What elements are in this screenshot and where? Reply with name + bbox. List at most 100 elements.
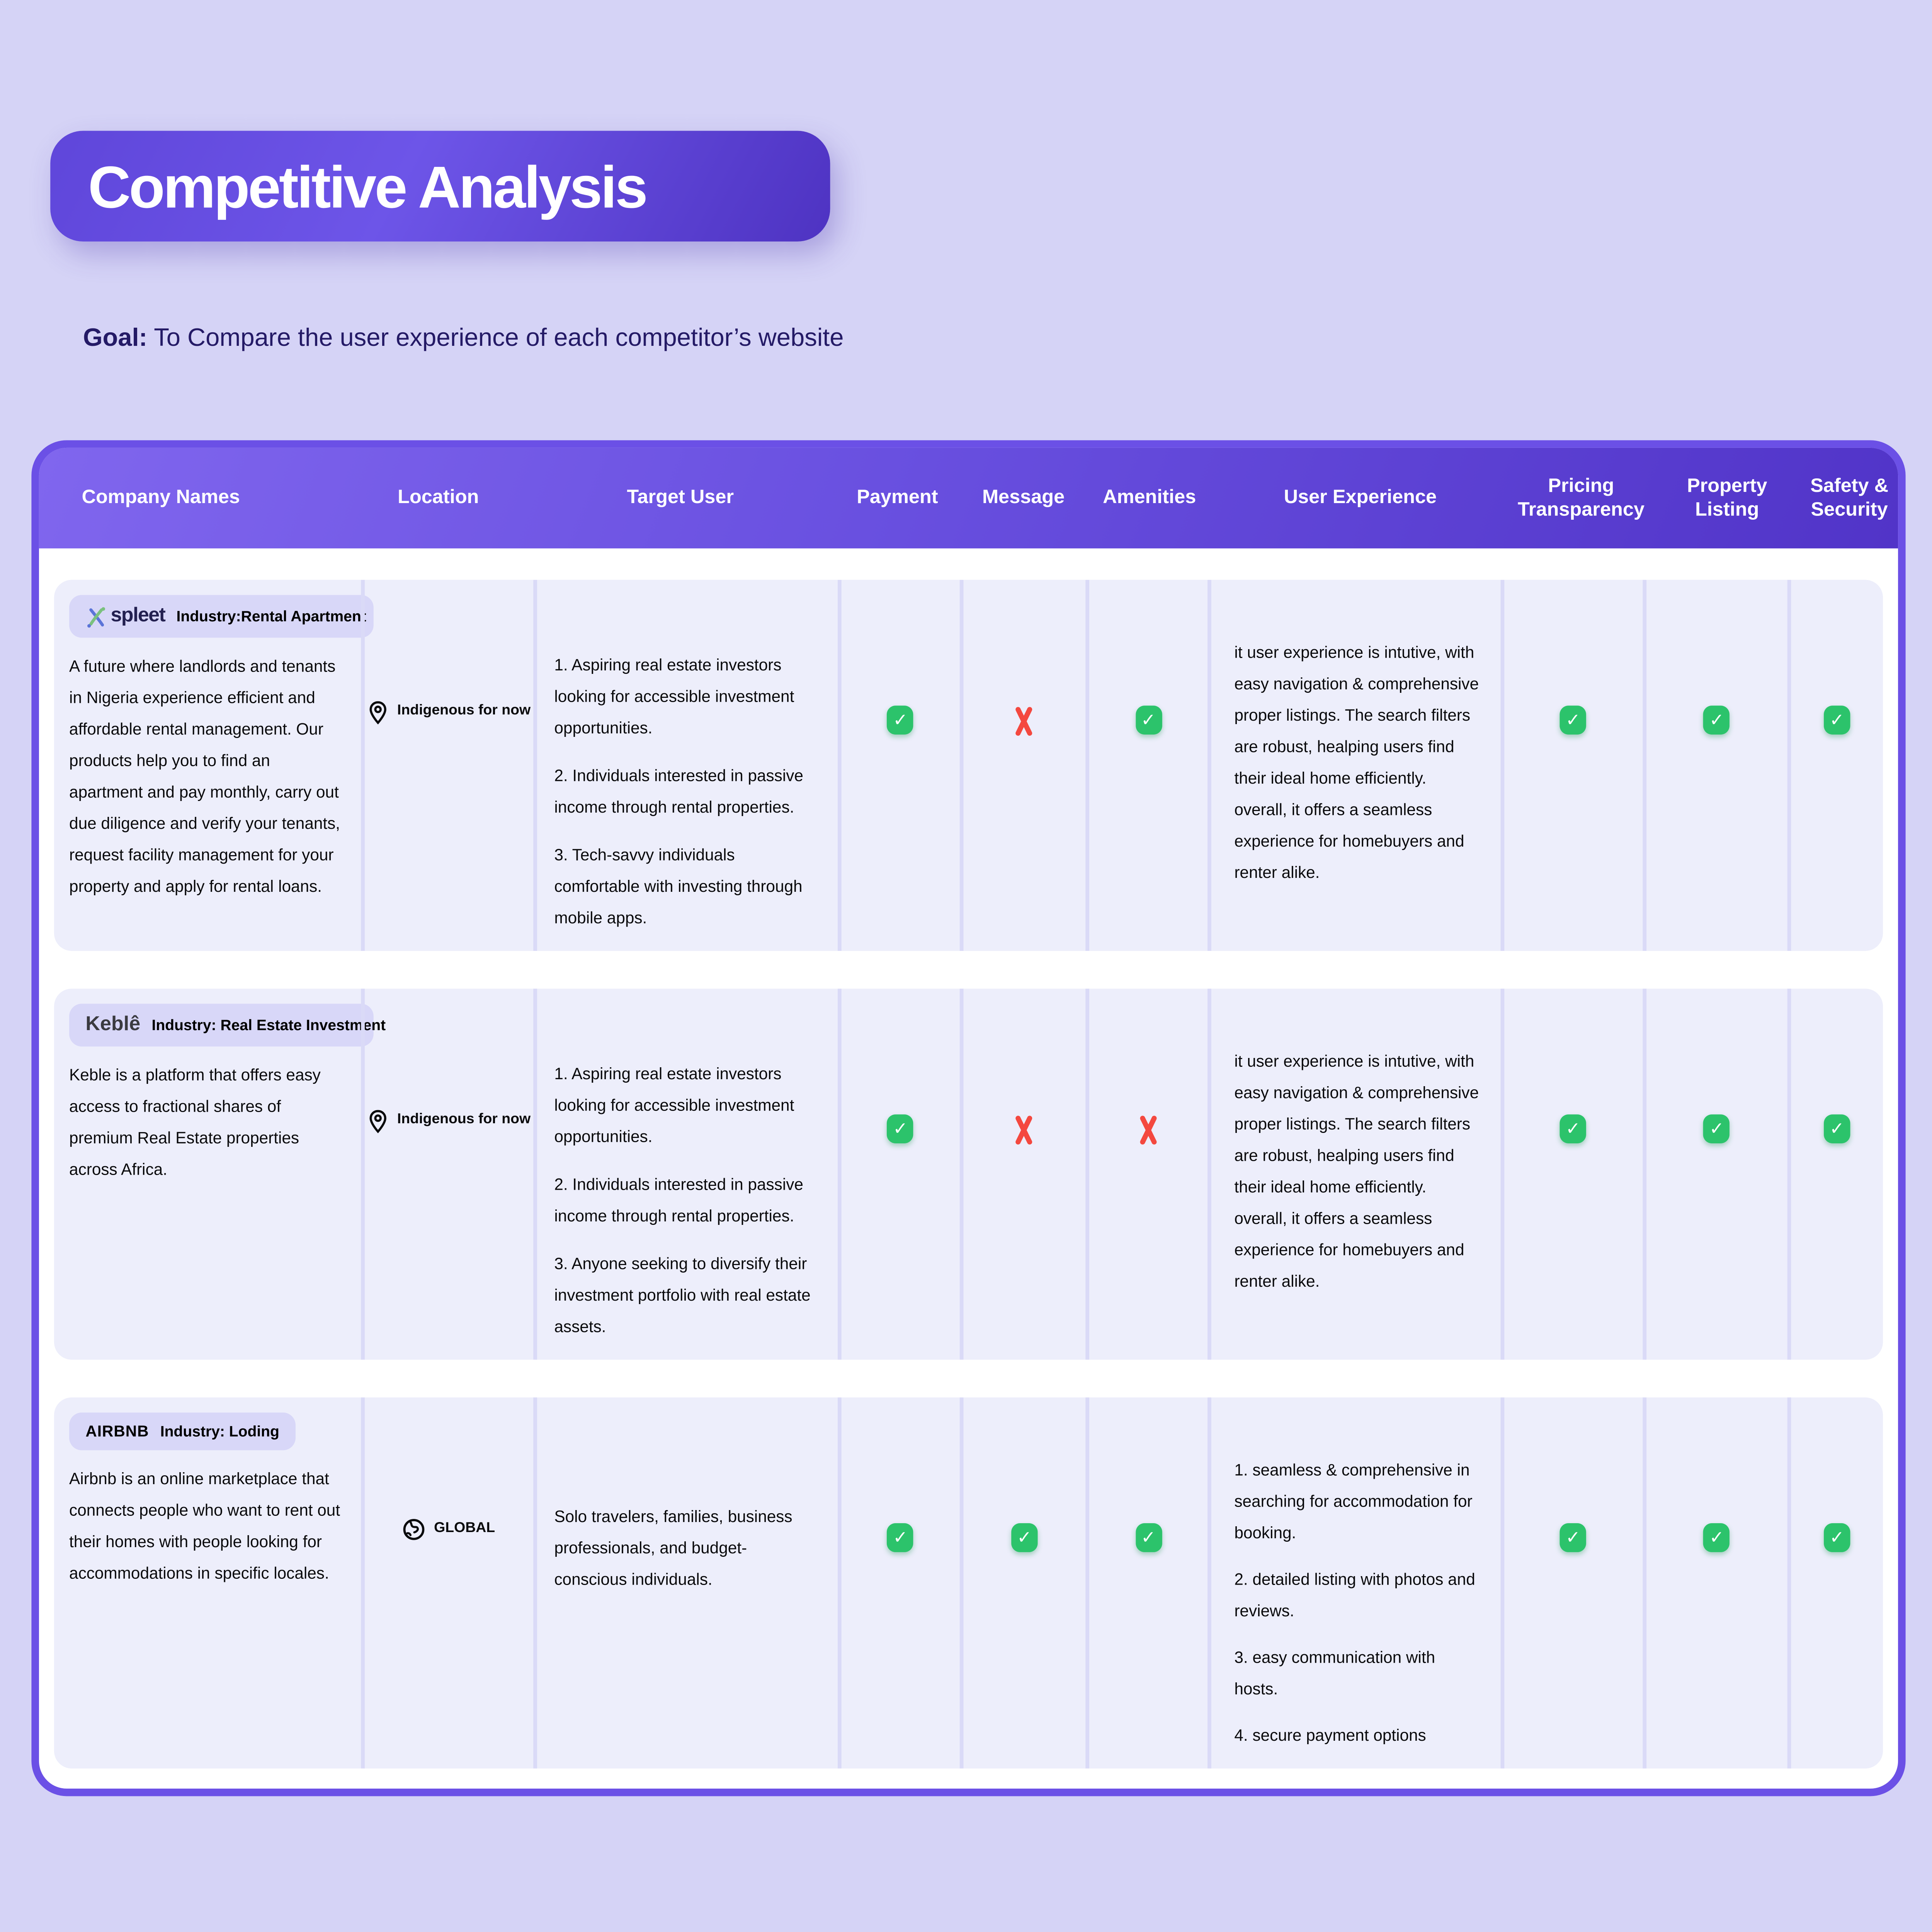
location-cell: Indigenous for now	[361, 988, 533, 1360]
target-user-item: 2. Individuals interested in passive inc…	[554, 766, 803, 816]
payment-cell: ✓	[837, 580, 960, 951]
header-user-experience: User Experience	[1284, 487, 1437, 509]
property-mark-icon: ✓	[1703, 1114, 1730, 1143]
pricing-mark-icon: ✓	[1560, 1114, 1587, 1143]
keble-logo: Keblê	[85, 1014, 141, 1036]
user-experience-item: 2. detailed listing with photos and revi…	[1234, 1570, 1475, 1620]
goal-statement: Goal: To Compare the user experience of …	[83, 325, 844, 354]
target-user-item: 2. Individuals interested in passive inc…	[554, 1175, 803, 1225]
message-mark-icon: ✓	[1011, 1523, 1038, 1552]
amenities-cell: ✓	[1085, 580, 1208, 951]
safety-security-cell: ✓	[1787, 1397, 1883, 1769]
target-user-item: Solo travelers, families, business profe…	[554, 1507, 793, 1589]
company-cell: AIRBNB Industry: Loding Airbnb is an onl…	[54, 1398, 361, 1769]
pricing-transparency-cell: ✓	[1500, 1397, 1643, 1769]
header-property-listing: Property Listing	[1687, 475, 1767, 521]
safety-security-cell: ✓	[1787, 988, 1883, 1360]
airbnb-logo: AIRBNB	[85, 1422, 149, 1440]
company-badge: spleet Industry:Rental Apartment	[69, 595, 374, 638]
goal-label: Goal:	[83, 324, 148, 352]
company-description: Keble is a platform that offers easy acc…	[69, 1065, 321, 1179]
globe-icon	[403, 1519, 425, 1540]
payment-cell: ✓	[837, 988, 960, 1360]
location-cell: GLOBAL	[361, 1397, 533, 1769]
spleet-logo-text: spleet	[111, 605, 165, 627]
message-cell: ✓	[960, 1397, 1085, 1769]
property-listing-cell: ✓	[1642, 988, 1787, 1360]
industry-label: Industry:Rental Apartment	[176, 607, 366, 625]
page-title-banner: Competitive Analysis	[50, 131, 830, 242]
pricing-mark-icon: ✓	[1560, 1523, 1587, 1552]
table-row-keble: Keblê Industry: Real Estate Investment K…	[54, 988, 1883, 1360]
industry-label: Industry: Loding	[160, 1422, 279, 1440]
payment-cell: ✓	[837, 1397, 960, 1769]
property-mark-icon: ✓	[1703, 706, 1730, 735]
pricing-transparency-cell: ✓	[1500, 580, 1643, 951]
location-label: Indigenous for now	[397, 1112, 531, 1127]
header-payment: Payment	[857, 487, 938, 509]
target-user-item: 3. Anyone seeking to diversify their inv…	[554, 1254, 811, 1336]
company-cell: spleet Industry:Rental Apartment A futur…	[54, 580, 374, 951]
payment-mark-icon: ✓	[887, 1114, 914, 1143]
company-badge: Keblê Industry: Real Estate Investment	[69, 1003, 386, 1047]
property-listing-cell: ✓	[1642, 1397, 1787, 1769]
header-location: Location	[398, 487, 479, 509]
table-header-row: Company Names Location Target User Payme…	[39, 447, 1898, 549]
location-label: Indigenous for now	[397, 703, 531, 718]
competitive-analysis-page: Competitive Analysis Goal: To Compare th…	[0, 0, 1932, 1803]
amenities-mark-icon: ✓	[1135, 706, 1162, 735]
table-row-spleet: spleet Industry:Rental Apartment A futur…	[54, 580, 1883, 951]
header-safety-security: Safety & Security	[1810, 475, 1889, 521]
user-experience-text: it user experience is intutive, with eas…	[1234, 1051, 1479, 1291]
payment-mark-icon: ✓	[887, 1523, 914, 1552]
user-experience-item: 4. secure payment options	[1234, 1726, 1426, 1745]
user-experience-cell: 1. seamless & comprehensive in searching…	[1208, 1397, 1500, 1769]
amenities-cell: ✓	[1085, 1397, 1208, 1769]
spleet-logo: spleet	[85, 605, 166, 628]
goal-text: To Compare the user experience of each c…	[154, 324, 844, 352]
safety-security-cell: ✓	[1787, 580, 1883, 951]
pin-icon	[369, 1110, 386, 1133]
payment-mark-icon: ✓	[887, 706, 914, 735]
user-experience-text: it user experience is intutive, with eas…	[1234, 643, 1479, 882]
spleet-logo-icon	[87, 606, 105, 627]
message-cell	[960, 988, 1085, 1360]
target-user-item: 3. Tech-savvy individuals comfortable wi…	[554, 845, 803, 927]
message-mark-icon	[1010, 706, 1038, 736]
header-pricing-transparency: Pricing Transparency	[1517, 475, 1645, 521]
table-row-airbnb: AIRBNB Industry: Loding Airbnb is an onl…	[54, 1397, 1883, 1769]
message-cell	[960, 580, 1085, 951]
header-company-names: Company Names	[82, 487, 240, 509]
comparison-table: Company Names Location Target User Payme…	[31, 440, 1906, 1796]
safety-mark-icon: ✓	[1823, 1114, 1850, 1143]
target-user-cell: Solo travelers, families, business profe…	[533, 1397, 837, 1769]
user-experience-cell: it user experience is intutive, with eas…	[1208, 988, 1500, 1360]
property-mark-icon: ✓	[1703, 1523, 1730, 1552]
target-user-item: 1. Aspiring real estate investors lookin…	[554, 655, 794, 737]
company-description: Airbnb is an online marketplace that con…	[69, 1469, 340, 1583]
pricing-mark-icon: ✓	[1560, 706, 1587, 735]
message-mark-icon	[1010, 1114, 1038, 1145]
user-experience-item: 1. seamless & comprehensive in searching…	[1234, 1460, 1473, 1542]
location-cell: Indigenous for now	[361, 580, 533, 951]
header-message: Message	[982, 487, 1065, 509]
company-cell: Keblê Industry: Real Estate Investment K…	[54, 989, 386, 1360]
target-user-cell: 1. Aspiring real estate investors lookin…	[533, 988, 837, 1360]
header-target-user: Target User	[627, 487, 734, 509]
safety-mark-icon: ✓	[1823, 1523, 1850, 1552]
user-experience-item: 3. easy communication with hosts.	[1234, 1648, 1435, 1698]
amenities-mark-icon	[1134, 1114, 1162, 1145]
table-body: spleet Industry:Rental Apartment A futur…	[39, 548, 1898, 1769]
page-title: Competitive Analysis	[88, 153, 648, 220]
property-listing-cell: ✓	[1642, 580, 1787, 951]
pin-icon	[369, 701, 386, 724]
pricing-transparency-cell: ✓	[1500, 988, 1643, 1360]
company-description: A future where landlords and tenants in …	[69, 656, 340, 896]
amenities-mark-icon: ✓	[1135, 1523, 1162, 1552]
company-badge: AIRBNB Industry: Loding	[69, 1412, 296, 1451]
location-label: GLOBAL	[434, 1520, 495, 1536]
amenities-cell	[1085, 988, 1208, 1360]
header-amenities: Amenities	[1103, 487, 1196, 509]
target-user-cell: 1. Aspiring real estate investors lookin…	[533, 580, 837, 951]
target-user-item: 1. Aspiring real estate investors lookin…	[554, 1064, 794, 1146]
